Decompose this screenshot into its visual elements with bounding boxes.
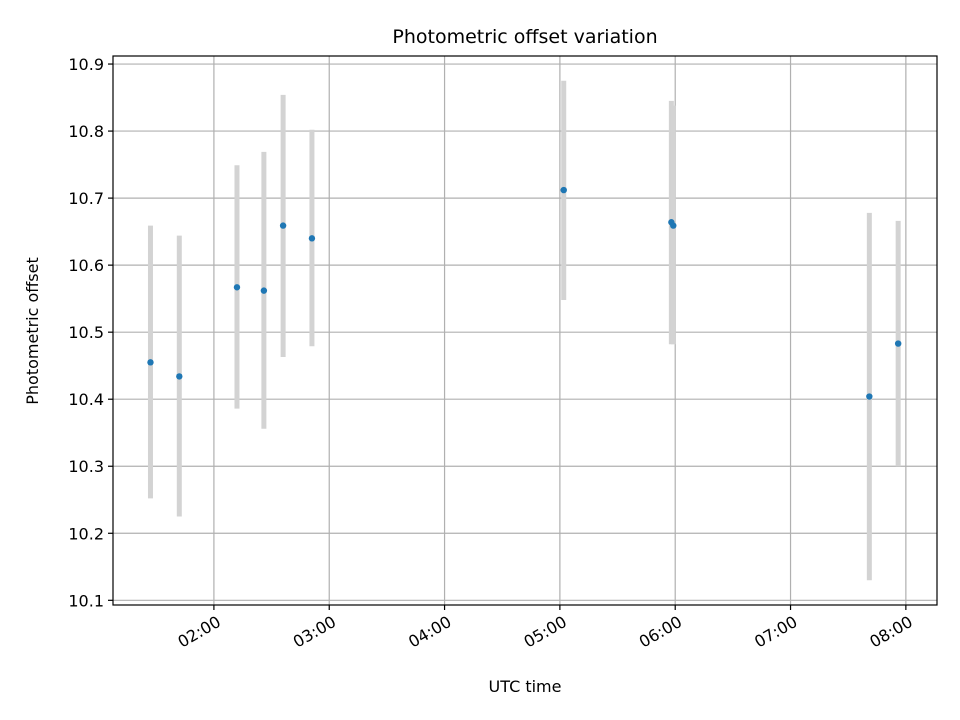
plot-frame [112, 55, 938, 606]
data-points [147, 186, 902, 400]
data-point [308, 235, 316, 242]
data-point [894, 340, 902, 347]
data-point [233, 284, 241, 291]
data-point [560, 186, 567, 194]
x-axis-label: UTC time [489, 677, 562, 696]
data-point [147, 359, 154, 366]
y-tick-label: 10.4 [68, 390, 104, 409]
y-tick-label: 10.2 [68, 524, 104, 543]
y-tick-label: 10.9 [68, 55, 104, 74]
data-point [176, 373, 183, 380]
data-point [260, 287, 268, 294]
y-tick-label: 10.8 [68, 122, 104, 141]
y-tick-label: 10.5 [68, 323, 104, 342]
y-tick-label: 10.3 [68, 457, 104, 476]
data-point [866, 393, 873, 400]
data-point [279, 222, 287, 229]
chart-title: Photometric offset variation [392, 26, 657, 48]
y-tick-label: 10.6 [68, 256, 104, 275]
y-tick-label: 10.7 [68, 189, 104, 208]
y-tick-label: 10.1 [68, 591, 104, 610]
y-axis-label: Photometric offset [23, 257, 42, 405]
data-point [670, 222, 677, 229]
